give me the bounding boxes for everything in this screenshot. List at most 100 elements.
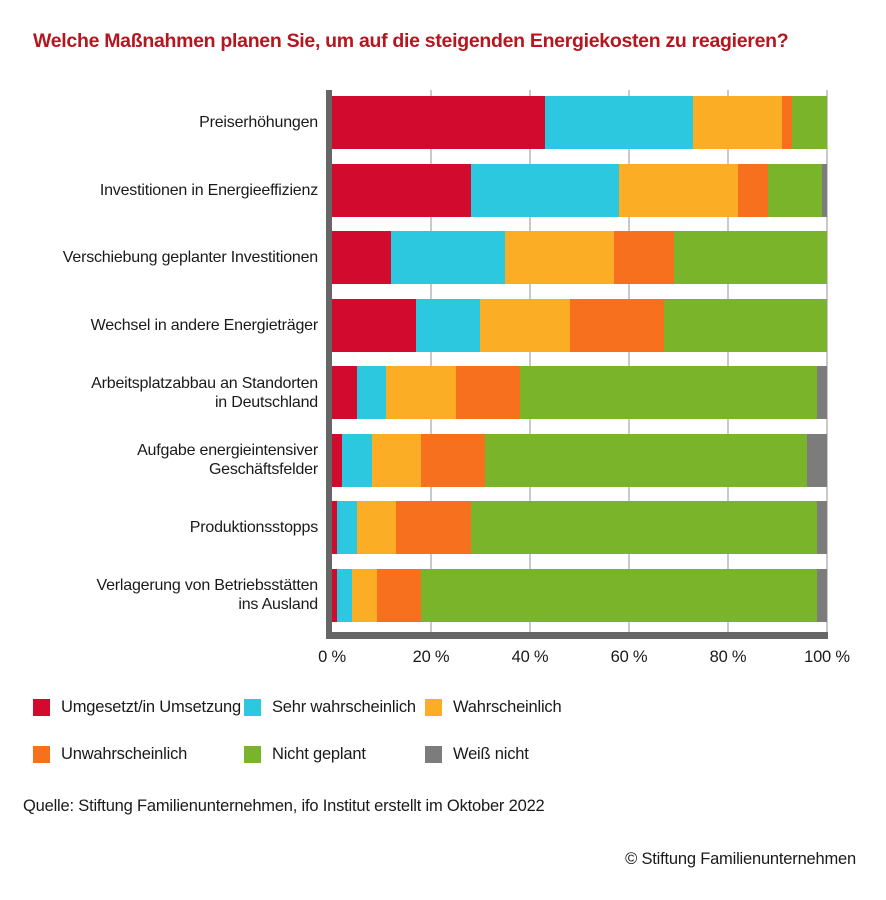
- bar-segment-unwahrscheinlich: [455, 366, 521, 419]
- legend: Umgesetzt/in Umsetzung Sehr wahrscheinlic…: [33, 697, 562, 763]
- stacked-bar: [332, 366, 827, 419]
- bar-segment-nicht-geplant: [767, 163, 823, 217]
- legend-item: Nicht geplant: [244, 745, 425, 763]
- legend-label: Nicht geplant: [272, 744, 366, 763]
- bar-segment-umgesetzt-in-umsetzung: [332, 96, 545, 149]
- bar-segment-sehr-wahrscheinlich: [336, 568, 352, 622]
- stacked-bar: [332, 433, 827, 487]
- bar-segment-unwahrscheinlich: [569, 298, 664, 352]
- bar-segment-nicht-geplant: [792, 96, 827, 149]
- bar-segment-nicht-geplant: [673, 231, 827, 284]
- chart-title: Welche Maßnahmen planen Sie, um auf die …: [33, 30, 789, 52]
- bar-row: Verschiebung geplanter Investitionen: [0, 231, 886, 284]
- stacked-bar: [332, 568, 827, 622]
- bar-row: Produktionsstopps: [0, 501, 886, 554]
- bar-segment-unwahrscheinlich: [396, 501, 471, 554]
- category-label: Arbeitsplatzabbau an Standorten in Deuts…: [91, 374, 318, 411]
- bar-segment-wei-nicht: [822, 163, 827, 217]
- bar-segment-wei-nicht: [817, 568, 827, 622]
- x-tick-label: 80 %: [709, 648, 747, 666]
- copyright-note: © Stiftung Familienunternehmen: [625, 850, 856, 868]
- category-label: Preiserhöhungen: [199, 114, 318, 131]
- stacked-bar: [332, 96, 827, 149]
- bar-row: Verlagerung von Betriebsstätten ins Ausl…: [0, 568, 886, 622]
- bar-segment-unwahrscheinlich: [782, 96, 793, 149]
- bar-segment-sehr-wahrscheinlich: [416, 298, 481, 352]
- y-axis-line: [326, 90, 332, 639]
- category-label: Aufgabe energieintensiver Geschäftsfelde…: [137, 442, 318, 478]
- bar-row: Investitionen in Energieeffizienz: [0, 163, 886, 217]
- stacked-bar: [332, 501, 827, 554]
- category-label: Verschiebung geplanter Investitionen: [62, 249, 318, 266]
- gridline: [529, 90, 531, 632]
- bar-segment-nicht-geplant: [470, 501, 818, 554]
- category-label: Verlagerung von Betriebsstätten ins Ausl…: [96, 577, 318, 613]
- category-label: Investitionen in Energieeffizienz: [99, 181, 318, 199]
- bar-segment-nicht-geplant: [421, 568, 818, 622]
- stacked-bar: [332, 163, 827, 217]
- legend-label: Sehr wahrscheinlich: [272, 697, 416, 716]
- bar-row: Wechsel in andere Energieträger: [0, 298, 886, 352]
- category-label: Wechsel in andere Energieträger: [90, 316, 319, 334]
- bar-segment-wei-nicht: [807, 433, 827, 487]
- bar-segment-wahrscheinlich: [693, 96, 783, 149]
- bar-segment-umgesetzt-in-umsetzung: [332, 298, 417, 352]
- legend-item: Weiß nicht: [425, 745, 561, 763]
- bar-segment-wahrscheinlich: [351, 568, 377, 622]
- bar-segment-umgesetzt-in-umsetzung: [332, 568, 337, 622]
- bar-segment-unwahrscheinlich: [421, 433, 486, 487]
- source-note: Quelle: Stiftung Familienunternehmen, if…: [23, 797, 545, 815]
- bar-segment-wahrscheinlich: [619, 163, 738, 217]
- gridline: [628, 90, 630, 632]
- bar-segment-umgesetzt-in-umsetzung: [332, 231, 392, 284]
- bar-segment-sehr-wahrscheinlich: [544, 96, 694, 149]
- legend-swatch: [33, 698, 50, 716]
- x-tick-label: 20 %: [412, 648, 450, 666]
- legend-label: Weiß nicht: [453, 744, 529, 763]
- gridline: [430, 90, 432, 632]
- x-tick-label: 0 %: [318, 648, 346, 666]
- bar-segment-umgesetzt-in-umsetzung: [332, 501, 337, 554]
- chart-area: Preiserhöhungen Investitionen in Energiee…: [0, 90, 886, 690]
- legend-item: Unwahrscheinlich: [33, 745, 244, 763]
- bar-segment-sehr-wahrscheinlich: [341, 433, 372, 487]
- x-axis-line: [326, 632, 828, 639]
- bar-segment-nicht-geplant: [485, 433, 808, 487]
- legend-label: Wahrscheinlich: [453, 697, 562, 716]
- legend-label: Unwahrscheinlich: [61, 744, 188, 763]
- bar-rows: Preiserhöhungen Investitionen in Energiee…: [0, 96, 886, 622]
- bar-segment-wahrscheinlich: [386, 366, 456, 419]
- legend-swatch: [244, 698, 261, 716]
- legend-swatch: [244, 745, 261, 763]
- bar-row: Preiserhöhungen: [0, 96, 886, 149]
- bar-segment-unwahrscheinlich: [376, 568, 422, 622]
- category-label: Produktionsstopps: [189, 519, 318, 536]
- legend-item: Sehr wahrscheinlich: [244, 698, 425, 716]
- x-tick-label: 100 %: [804, 648, 850, 666]
- bar-segment-sehr-wahrscheinlich: [391, 231, 506, 284]
- legend-swatch: [425, 698, 442, 716]
- gridline: [727, 90, 729, 632]
- legend-label: Umgesetzt/in Umsetzung: [61, 697, 241, 716]
- legend-swatch: [425, 745, 442, 763]
- bar-segment-unwahrscheinlich: [737, 163, 768, 217]
- bar-segment-wahrscheinlich: [480, 298, 570, 352]
- bar-row: Arbeitsplatzabbau an Standorten in Deuts…: [0, 366, 886, 419]
- bar-segment-nicht-geplant: [663, 298, 827, 352]
- bar-segment-nicht-geplant: [520, 366, 818, 419]
- legend-item: Umgesetzt/in Umsetzung: [33, 698, 244, 716]
- legend-swatch: [33, 745, 50, 763]
- plot-grid-layer: [332, 90, 828, 632]
- stacked-bar: [332, 231, 827, 284]
- stacked-bar: [332, 298, 827, 352]
- bar-segment-umgesetzt-in-umsetzung: [332, 366, 357, 419]
- bar-segment-wei-nicht: [817, 366, 827, 419]
- bar-segment-umgesetzt-in-umsetzung: [332, 163, 471, 217]
- bar-segment-unwahrscheinlich: [614, 231, 674, 284]
- bar-segment-sehr-wahrscheinlich: [336, 501, 357, 554]
- gridline: [826, 90, 828, 632]
- bar-segment-wahrscheinlich: [356, 501, 397, 554]
- bar-segment-umgesetzt-in-umsetzung: [332, 433, 342, 487]
- bar-segment-wahrscheinlich: [371, 433, 422, 487]
- x-tick-label: 60 %: [610, 648, 648, 666]
